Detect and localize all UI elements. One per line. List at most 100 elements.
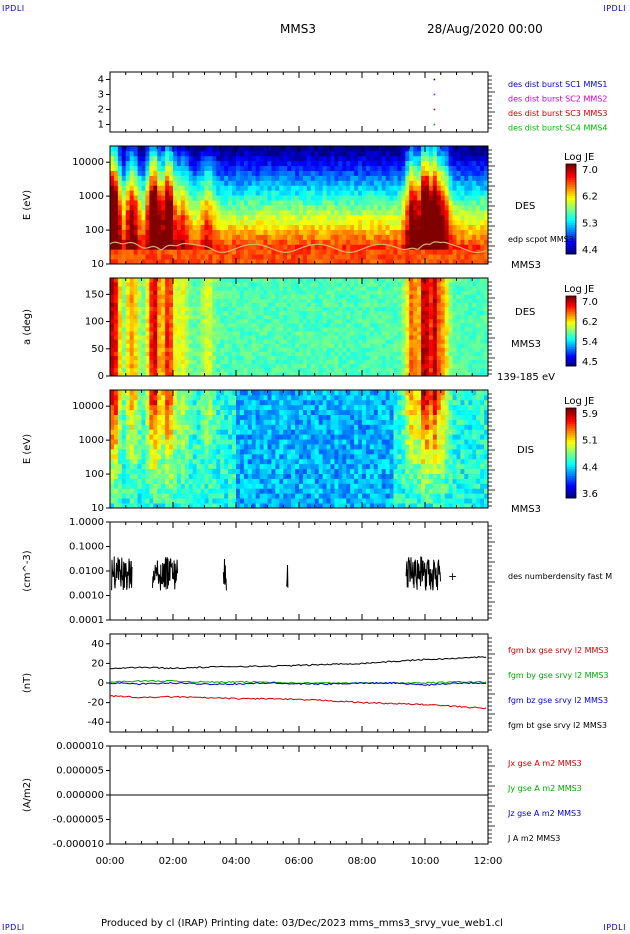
des-energy-cell xyxy=(421,160,426,167)
des-energy-cell xyxy=(302,219,308,226)
des-energy-cell xyxy=(243,229,249,235)
des-energy-cell xyxy=(113,219,119,226)
des-energy-cell xyxy=(208,219,213,226)
des-pitch-cell xyxy=(228,306,233,312)
des-energy-cell xyxy=(369,214,375,221)
des-energy-cell xyxy=(440,229,446,235)
des-energy-cell xyxy=(456,234,461,240)
des-energy-cell xyxy=(385,190,390,196)
des-energy-cell xyxy=(432,200,438,206)
des-pitch-cell xyxy=(275,355,280,361)
des-energy-cell xyxy=(287,185,292,191)
des-pitch-cell xyxy=(161,302,166,307)
des-energy-colorbar-segment xyxy=(566,229,576,232)
des-pitch-cell xyxy=(110,306,115,312)
des-pitch-cell xyxy=(432,282,438,287)
des-energy-cell xyxy=(117,185,123,191)
des-pitch-cell xyxy=(251,278,257,283)
des-energy-cell xyxy=(428,244,434,250)
des-energy-cell xyxy=(432,214,438,221)
corner-label-top-right: IPDLI xyxy=(603,4,626,13)
des-energy-cell xyxy=(334,249,339,255)
des-pitch-cell xyxy=(251,363,257,369)
des-energy-cell xyxy=(302,209,308,216)
des-pitch-cell xyxy=(346,318,351,324)
des-pitch-cell xyxy=(243,286,249,291)
corner-label-bottom-right: IPDLI xyxy=(603,923,626,932)
des-energy-cell xyxy=(117,219,123,226)
des-pitch-cell xyxy=(165,282,170,287)
des-energy-cell xyxy=(287,165,292,171)
des-energy-cell xyxy=(255,185,261,191)
des-energy-cell xyxy=(129,195,135,201)
des-energy-cell xyxy=(369,205,375,211)
des-energy-cell xyxy=(436,209,442,216)
des-pitch-cell xyxy=(314,294,320,299)
des-pitch-cell xyxy=(110,355,115,361)
des-pitch-cell xyxy=(318,359,324,365)
des-energy-cell xyxy=(401,229,406,235)
des-pitch-cell xyxy=(141,322,146,328)
des-energy-cell xyxy=(295,214,300,221)
des-pitch-cell xyxy=(247,347,253,352)
des-pitch-cell xyxy=(362,290,367,295)
des-pitch-cell xyxy=(299,314,304,320)
des-pitch-cell xyxy=(251,298,257,303)
des-pitch-cell xyxy=(283,294,288,299)
des-energy-cell xyxy=(432,185,438,191)
des-energy-colorbar-segment xyxy=(566,215,576,219)
des-pitch-cell xyxy=(169,290,174,295)
des-energy-cell xyxy=(377,185,383,191)
des-energy-cell xyxy=(456,224,461,230)
des-pitch-cell xyxy=(157,343,162,348)
des-pitch-cell xyxy=(425,286,430,291)
des-energy-cell xyxy=(401,244,406,250)
des-energy-cell xyxy=(161,155,166,162)
des-pitch-cell xyxy=(153,282,158,287)
des-energy-cell xyxy=(464,175,469,181)
des-energy-cell xyxy=(401,180,406,186)
des-pitch-cell xyxy=(117,290,123,295)
des-pitch-cell xyxy=(350,355,355,361)
des-energy-cell xyxy=(176,209,182,216)
des-pitch-cell xyxy=(354,286,359,291)
des-pitch-cell xyxy=(480,347,485,352)
des-pitch-cell xyxy=(271,367,276,373)
des-energy-cell xyxy=(153,254,158,260)
des-pitch-cell xyxy=(377,355,383,361)
des-energy-cell xyxy=(409,234,414,240)
des-pitch-cell xyxy=(314,310,320,316)
des-pitch-cell xyxy=(432,290,438,295)
des-energy-cell xyxy=(306,160,312,167)
des-energy-cell xyxy=(306,224,312,230)
des-pitch-cell xyxy=(216,314,221,320)
des-energy-cell xyxy=(472,175,477,181)
des-energy-cell xyxy=(208,239,213,245)
des-energy-cell xyxy=(129,259,135,265)
des-pitch-cell xyxy=(444,302,450,307)
des-energy-cell xyxy=(452,234,457,240)
des-energy-cell xyxy=(224,214,229,221)
des-pitch-cell xyxy=(338,314,343,320)
des-energy-cell xyxy=(196,214,201,221)
des-energy-cell xyxy=(362,185,367,191)
des-energy-colorbar-segment xyxy=(566,168,576,172)
des-energy-cell xyxy=(275,259,280,265)
des-pitch-colorbar-segment xyxy=(566,310,576,313)
des-energy-cell xyxy=(121,165,127,171)
des-pitch-cell xyxy=(224,343,229,348)
des-energy-cell xyxy=(125,209,131,216)
des-energy-cell xyxy=(444,190,450,196)
des-pitch-cell xyxy=(173,306,178,312)
des-energy-cell xyxy=(342,259,347,265)
des-pitch-cell xyxy=(137,298,142,303)
des-pitch-cell xyxy=(121,335,127,340)
des-pitch-cell xyxy=(302,331,308,336)
des-pitch-cell xyxy=(428,302,434,307)
des-pitch-cell xyxy=(468,331,473,336)
des-energy-cell xyxy=(318,229,324,235)
des-pitch-cell xyxy=(425,278,430,283)
des-energy-cell xyxy=(184,150,190,157)
des-pitch-cell xyxy=(409,371,414,377)
des-energy-cell xyxy=(484,219,489,226)
